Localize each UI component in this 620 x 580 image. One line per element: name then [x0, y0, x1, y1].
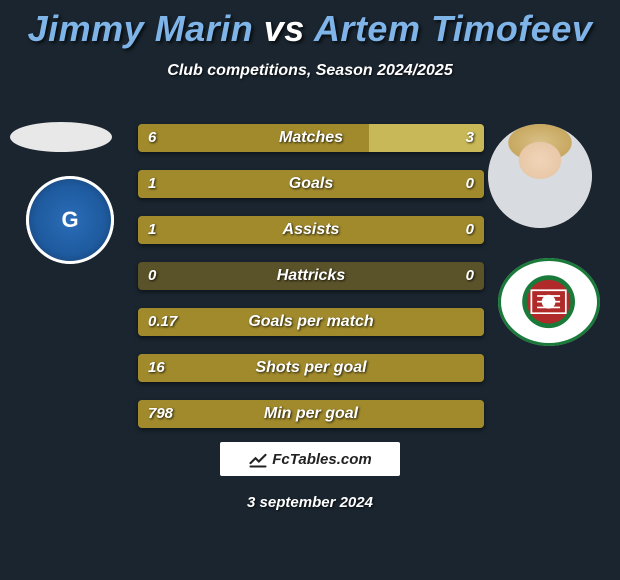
stat-label: Goals — [138, 170, 484, 198]
watermark-text: FcTables.com — [272, 451, 371, 468]
lokomotiv-badge-icon — [515, 273, 582, 330]
chart-icon — [248, 449, 268, 469]
stat-label: Min per goal — [138, 400, 484, 428]
stat-label: Shots per goal — [138, 354, 484, 382]
date: 3 september 2024 — [0, 494, 620, 511]
stat-value-right: 0 — [466, 262, 474, 290]
stat-value-right: 0 — [466, 216, 474, 244]
player2-club-badge — [498, 258, 600, 346]
player1-photo — [10, 122, 112, 152]
stat-row: 0.17Goals per match — [138, 308, 484, 336]
stat-label: Matches — [138, 124, 484, 152]
stat-row: 1Goals0 — [138, 170, 484, 198]
stat-row: 6Matches3 — [138, 124, 484, 152]
player2-photo — [488, 124, 592, 228]
comparison-title: Jimmy Marin vs Artem Timofeev — [0, 0, 620, 50]
player1-name: Jimmy Marin — [28, 8, 254, 49]
stat-label: Assists — [138, 216, 484, 244]
watermark: FcTables.com — [220, 442, 400, 476]
stat-row: 0Hattricks0 — [138, 262, 484, 290]
stat-row: 16Shots per goal — [138, 354, 484, 382]
stat-value-right: 3 — [466, 124, 474, 152]
player1-club-badge: G — [26, 176, 114, 264]
stat-label: Goals per match — [138, 308, 484, 336]
vs-text: vs — [264, 8, 305, 49]
stat-row: 798Min per goal — [138, 400, 484, 428]
subtitle: Club competitions, Season 2024/2025 — [0, 62, 620, 80]
stat-label: Hattricks — [138, 262, 484, 290]
stat-value-right: 0 — [466, 170, 474, 198]
stats-container: 6Matches31Goals01Assists00Hattricks00.17… — [138, 124, 484, 446]
stat-row: 1Assists0 — [138, 216, 484, 244]
player2-name: Artem Timofeev — [314, 8, 592, 49]
